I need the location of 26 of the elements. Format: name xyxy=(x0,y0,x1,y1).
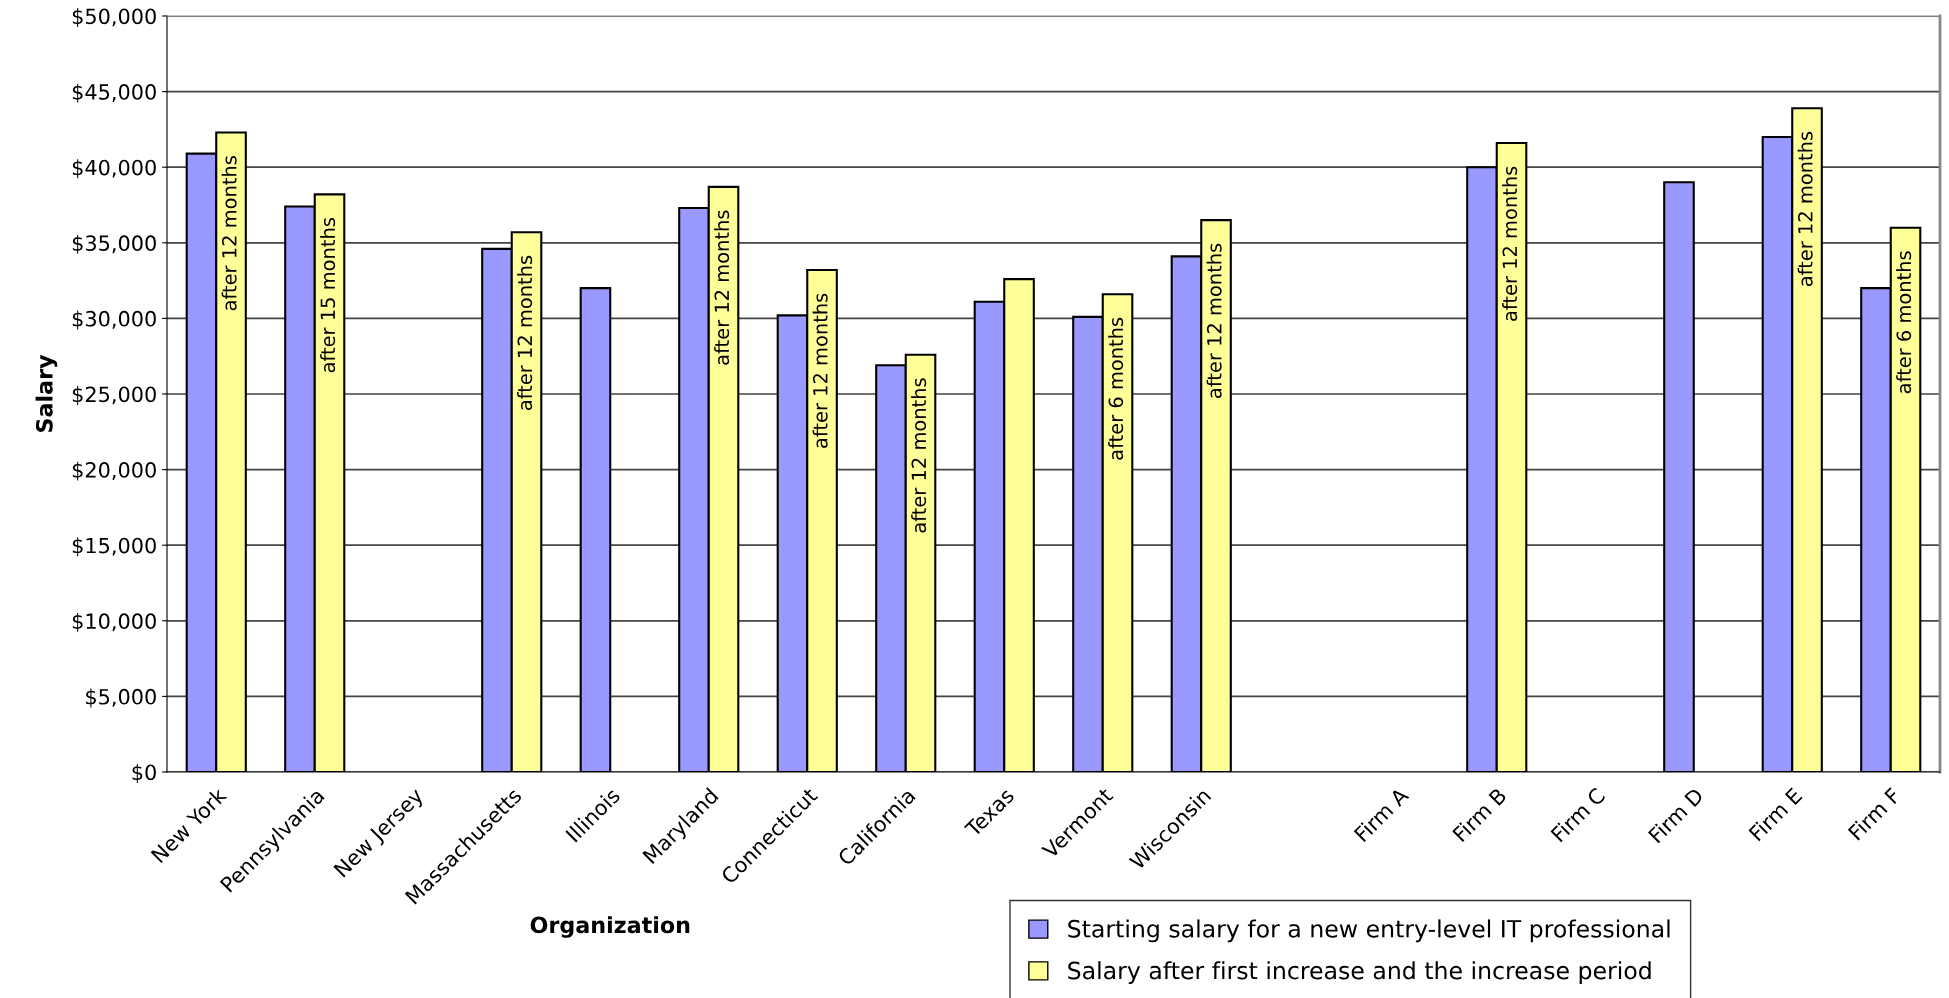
data-label: after 12 months xyxy=(911,378,927,533)
data-label: after 12 months xyxy=(714,210,730,365)
y-tick-label: $40,000 xyxy=(72,159,156,179)
y-axis-title: Salary xyxy=(35,354,58,432)
data-label: after 15 months xyxy=(320,218,336,373)
legend-label: Starting salary for a new entry-level IT professional xyxy=(1068,919,1670,943)
data-label: after 6 months xyxy=(1108,317,1124,460)
data-label: after 12 months xyxy=(1797,131,1813,287)
y-tick-label: $10,000 xyxy=(72,612,156,632)
legend-label: Salary after first increase and the increase period xyxy=(1068,961,1651,984)
data-label: after 12 months xyxy=(1206,243,1222,398)
x-axis-title: Organization xyxy=(530,916,690,938)
data-label: after 12 months xyxy=(221,156,237,311)
data-label: after 6 months xyxy=(1896,251,1912,394)
y-tick-label: $35,000 xyxy=(72,234,156,254)
y-tick-label: $5,000 xyxy=(86,688,156,708)
y-tick-label: $0 xyxy=(132,764,156,783)
data-label: after 12 months xyxy=(1502,166,1518,321)
y-tick-label: $20,000 xyxy=(72,461,156,481)
y-tick-label: $15,000 xyxy=(72,537,156,557)
data-label: after 12 months xyxy=(812,293,828,448)
y-tick-label: $50,000 xyxy=(72,8,156,27)
y-tick-label: $45,000 xyxy=(72,83,156,103)
y-tick-label: $25,000 xyxy=(72,386,156,405)
data-label: after 12 months xyxy=(517,255,533,411)
y-tick-label: $30,000 xyxy=(72,310,156,330)
